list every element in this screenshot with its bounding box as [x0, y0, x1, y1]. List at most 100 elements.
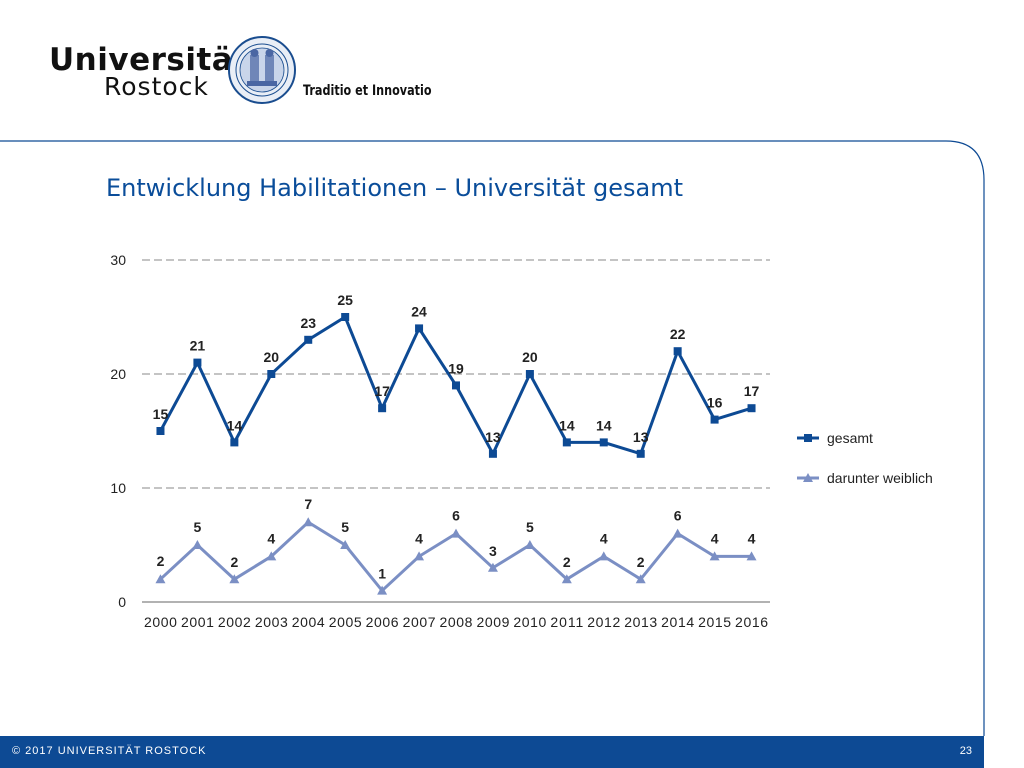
data-label: 20	[264, 349, 280, 365]
data-point	[193, 358, 202, 367]
data-label: 5	[526, 519, 534, 535]
data-point	[525, 370, 534, 378]
legend-marker	[803, 473, 813, 482]
data-label: 15	[153, 406, 169, 422]
data-point	[747, 404, 756, 413]
x-tick-label: 2001	[181, 614, 214, 630]
x-tick-label: 2002	[218, 614, 251, 630]
x-tick-label: 2013	[624, 614, 657, 630]
data-point	[672, 528, 683, 538]
data-label: 5	[194, 519, 202, 535]
data-label: 4	[415, 530, 423, 546]
data-label: 13	[485, 429, 501, 445]
data-label: 2	[157, 553, 165, 569]
x-tick-label: 2003	[255, 614, 288, 630]
data-point	[710, 415, 719, 424]
footer-page-number: 23	[959, 745, 972, 757]
data-point	[192, 540, 203, 549]
data-label: 23	[300, 315, 316, 331]
data-point	[562, 438, 571, 447]
data-label: 1	[378, 566, 386, 582]
logo-text-line2: Rostock	[104, 72, 209, 101]
data-label: 17	[374, 383, 390, 399]
data-label: 7	[304, 496, 312, 512]
data-point	[415, 324, 424, 333]
x-tick-label: 2016	[735, 614, 768, 630]
x-tick-label: 2010	[513, 614, 546, 630]
data-label: 6	[674, 508, 682, 524]
data-point	[340, 540, 351, 549]
data-point	[303, 517, 314, 527]
data-label: 2	[230, 554, 238, 570]
motto-text: Traditio et Innovatio	[303, 83, 432, 99]
data-point	[230, 438, 239, 447]
data-label: 25	[337, 292, 353, 308]
data-point	[451, 528, 461, 538]
x-tick-label: 2006	[366, 614, 399, 630]
data-label: 4	[267, 530, 275, 546]
data-label: 14	[559, 417, 575, 433]
x-tick-label: 2012	[587, 614, 620, 630]
data-label: 4	[711, 530, 719, 546]
data-point	[673, 347, 682, 356]
data-point	[487, 562, 498, 572]
slide-title: Entwicklung Habilitationen – Universität…	[106, 174, 684, 202]
x-tick-label: 2015	[698, 614, 731, 630]
data-point	[488, 449, 497, 458]
data-label: 16	[707, 395, 723, 411]
data-point	[746, 551, 757, 561]
data-point	[378, 404, 387, 413]
data-point	[304, 335, 313, 344]
data-label: 21	[190, 338, 206, 354]
y-tick-label: 10	[110, 480, 126, 496]
data-point	[377, 585, 388, 595]
data-point	[156, 427, 165, 435]
data-label: 13	[633, 429, 649, 445]
data-label: 4	[748, 530, 756, 546]
data-point	[452, 381, 460, 390]
data-label: 3	[489, 543, 497, 559]
data-point	[599, 438, 608, 447]
data-point	[598, 551, 609, 561]
data-point	[524, 540, 535, 549]
data-point	[266, 551, 277, 561]
x-tick-label: 2008	[440, 614, 473, 630]
logo-text-line1: Universität	[49, 42, 249, 78]
data-point	[709, 551, 720, 561]
data-point	[561, 574, 572, 584]
data-point	[267, 370, 276, 378]
data-label: 14	[227, 417, 243, 433]
data-point	[635, 574, 646, 584]
data-label: 5	[341, 519, 349, 535]
data-label: 2	[637, 554, 645, 570]
legend-marker	[804, 434, 812, 442]
data-label: 22	[670, 326, 686, 342]
data-label: 17	[744, 383, 760, 399]
data-label: 2	[563, 554, 571, 570]
y-tick-label: 0	[118, 594, 126, 610]
x-tick-label: 2000	[144, 614, 177, 630]
header: Universität Rostock Traditio et Innovati…	[0, 0, 1024, 140]
y-tick-label: 30	[110, 252, 126, 268]
data-point	[341, 313, 350, 321]
university-seal-icon	[228, 36, 296, 104]
data-label: 24	[411, 303, 427, 319]
footer-copyright: © 2017 UNIVERSITÄT ROSTOCK	[12, 745, 207, 757]
legend-label: gesamt	[827, 430, 873, 446]
data-point	[155, 574, 166, 584]
data-point	[414, 551, 425, 561]
y-tick-label: 20	[110, 366, 126, 382]
data-point	[229, 574, 240, 584]
data-label: 20	[522, 349, 538, 365]
data-label: 14	[596, 417, 612, 433]
x-tick-label: 2005	[329, 614, 362, 630]
x-tick-label: 2007	[403, 614, 436, 630]
data-label: 4	[600, 530, 608, 546]
legend-label: darunter weiblich	[827, 470, 933, 486]
x-tick-label: 2011	[550, 614, 583, 630]
x-tick-label: 2004	[292, 614, 325, 630]
data-label: 6	[452, 508, 460, 524]
x-tick-label: 2014	[661, 614, 694, 630]
data-label: 19	[448, 360, 464, 376]
